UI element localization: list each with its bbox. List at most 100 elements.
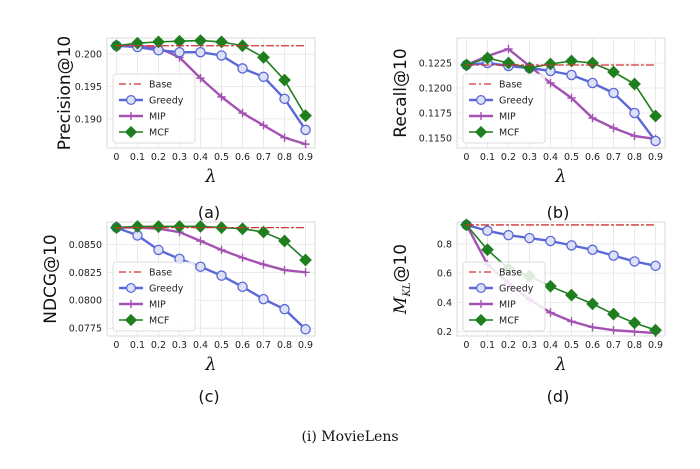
point-mip — [238, 108, 247, 118]
point-mcf — [194, 34, 207, 47]
y-tick-label: 0.8 — [437, 239, 452, 250]
point-greedy — [566, 240, 577, 251]
panel-label: (d) — [547, 387, 570, 406]
x-tick-label: 0.9 — [648, 152, 663, 163]
x-tick-label: 0.1 — [480, 152, 495, 163]
x-tick-label: 0.8 — [277, 152, 292, 163]
point-greedy — [153, 244, 164, 256]
x-tick-label: 0.5 — [564, 340, 579, 351]
point-mip — [238, 253, 247, 262]
legend: Base Greedy MIP MCF — [112, 261, 196, 332]
x-tick-label: 0.2 — [501, 152, 516, 163]
point-greedy — [608, 250, 619, 261]
point-mcf — [173, 34, 186, 48]
legend-label-mip: MIP — [149, 112, 166, 123]
point-greedy — [195, 46, 206, 58]
x-tick-label: 0.9 — [298, 340, 313, 351]
x-tick-label: 0.9 — [298, 152, 313, 163]
legend-marker-mcf — [474, 125, 488, 139]
point-greedy — [629, 256, 640, 267]
x-tick-label: 0 — [113, 340, 119, 351]
point-mcf — [607, 307, 620, 321]
y-axis-label: MKL@10 — [391, 244, 413, 315]
legend-label-mcf: MCF — [149, 128, 169, 139]
chart-panel-1: 0 0.1 0.2 0.3 0.4 0.5 0.6 0.7 0.8 0.9 0.190 0.195 0.… — [55, 34, 316, 222]
legend-marker-mcf — [474, 313, 488, 327]
point-mcf — [131, 36, 144, 50]
point-mip — [280, 265, 289, 275]
point-mip — [630, 131, 639, 141]
point-mcf — [481, 51, 494, 65]
point-mcf — [502, 56, 515, 70]
line-mip — [115, 44, 307, 146]
point-greedy — [650, 260, 661, 272]
y-tick-label: 0.190 — [75, 114, 102, 125]
point-mip — [280, 133, 289, 142]
point-mip — [588, 323, 597, 332]
x-tick-label: 0.8 — [627, 340, 642, 351]
y-axis-label: Precision@10 — [55, 36, 75, 150]
y-tick-label: 0.0775 — [69, 324, 102, 335]
legend-box — [112, 73, 196, 144]
x-tick-label: 0.9 — [648, 340, 663, 351]
legend-label-mip: MIP — [149, 300, 166, 311]
line-greedy — [115, 44, 307, 132]
point-greedy — [258, 293, 269, 305]
figure-caption: (i) MovieLens — [301, 429, 398, 445]
x-axis-label: λ — [554, 166, 566, 187]
y-tick-label: 0.0800 — [69, 296, 102, 307]
x-tick-label: 0.4 — [193, 152, 208, 163]
x-tick-label: 0.2 — [151, 152, 166, 163]
point-greedy — [629, 107, 640, 119]
x-tick-label: 0.7 — [256, 152, 271, 163]
x-tick-label: 0.3 — [522, 340, 537, 351]
point-mip — [217, 245, 226, 255]
legend-label-base: Base — [149, 80, 172, 91]
point-mcf — [607, 65, 620, 79]
point-mcf — [299, 109, 312, 123]
point-mcf — [194, 220, 207, 233]
x-tick-label: 0.5 — [214, 340, 229, 351]
point-mcf — [173, 220, 186, 233]
x-tick-label: 0.6 — [235, 340, 250, 351]
y-tick-label: 0.0850 — [69, 240, 102, 251]
point-mcf — [544, 279, 557, 293]
legend-marker-mcf — [124, 313, 138, 327]
legend-label-mip: MIP — [499, 300, 516, 311]
legend: Base Greedy MIP MCF — [462, 73, 546, 144]
panel-label: (b) — [547, 203, 570, 222]
point-mcf — [649, 109, 662, 123]
y-tick-label: 0.195 — [75, 82, 102, 93]
point-mcf — [257, 225, 270, 239]
legend-marker-mip — [477, 112, 485, 120]
point-greedy — [279, 303, 290, 315]
x-axis-label: λ — [204, 354, 216, 375]
point-mcf — [152, 220, 165, 233]
point-greedy — [237, 63, 248, 74]
legend-marker-greedy — [125, 282, 137, 294]
y-tick-label: 0.1225 — [419, 59, 452, 70]
legend-box — [462, 73, 546, 144]
y-axis-label: NDCG@10 — [41, 234, 61, 323]
x-tick-label: 0 — [463, 152, 469, 163]
point-greedy — [216, 50, 227, 61]
point-mip — [567, 317, 576, 326]
y-tick-label: 0.1175 — [419, 109, 452, 120]
point-greedy — [545, 235, 556, 247]
point-mcf — [481, 243, 494, 257]
y-tick-label: 0.0825 — [69, 268, 102, 279]
point-mcf — [628, 77, 641, 91]
x-tick-label: 0.3 — [522, 152, 537, 163]
x-tick-label: 0.3 — [172, 152, 187, 163]
point-mcf — [299, 253, 312, 267]
point-mcf — [131, 220, 144, 233]
line-greedy — [115, 226, 307, 331]
point-mcf — [152, 35, 165, 49]
series-mcf — [110, 34, 312, 123]
legend-label-mip: MIP — [499, 112, 516, 123]
x-tick-label: 0.7 — [606, 340, 621, 351]
x-tick-label: 0.1 — [480, 340, 495, 351]
legend-label-base: Base — [149, 268, 172, 279]
line-mcf — [115, 39, 307, 117]
